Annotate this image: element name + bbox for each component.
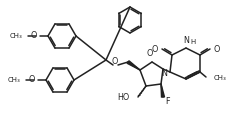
Polygon shape <box>161 84 164 97</box>
Text: HO: HO <box>118 93 130 102</box>
Text: O: O <box>29 75 35 84</box>
Text: N: N <box>183 36 189 45</box>
Polygon shape <box>127 61 140 70</box>
Text: O: O <box>152 44 158 53</box>
Text: N: N <box>161 68 167 77</box>
Text: O: O <box>112 58 118 67</box>
Text: O: O <box>214 44 220 53</box>
Text: CH₃: CH₃ <box>214 75 227 81</box>
Text: O: O <box>31 31 37 41</box>
Text: CH₃: CH₃ <box>9 33 22 39</box>
Text: F: F <box>165 97 169 106</box>
Text: CH₃: CH₃ <box>7 77 20 83</box>
Text: H: H <box>190 39 195 45</box>
Text: O: O <box>147 49 153 58</box>
